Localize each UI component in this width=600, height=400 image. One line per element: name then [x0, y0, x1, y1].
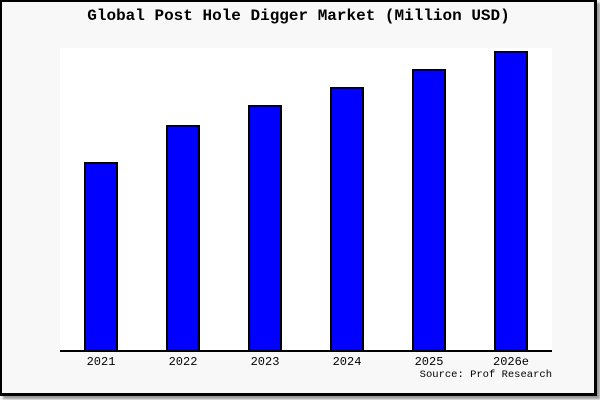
- bar-2026e: [494, 51, 528, 350]
- x-tick-label-2022: 2022: [168, 355, 198, 369]
- x-tick-label-2021: 2021: [86, 355, 116, 369]
- x-tick-label-2025: 2025: [414, 355, 444, 369]
- bar-2025: [412, 69, 446, 350]
- plot-area: [60, 48, 552, 352]
- bar-2023: [248, 105, 282, 350]
- x-tick-label-2026e: 2026e: [492, 355, 530, 369]
- x-axis-labels: 2021 2022 2023 2024 2025 2026e: [60, 355, 552, 369]
- bar-2022: [166, 125, 200, 350]
- x-tick-label-2023: 2023: [250, 355, 280, 369]
- chart-title: Global Post Hole Digger Market (Million …: [87, 7, 510, 25]
- bar-2024: [330, 87, 364, 350]
- bar-2021: [84, 162, 118, 350]
- x-tick-label-2024: 2024: [332, 355, 362, 369]
- source-credit: Source: Prof Research: [419, 369, 552, 381]
